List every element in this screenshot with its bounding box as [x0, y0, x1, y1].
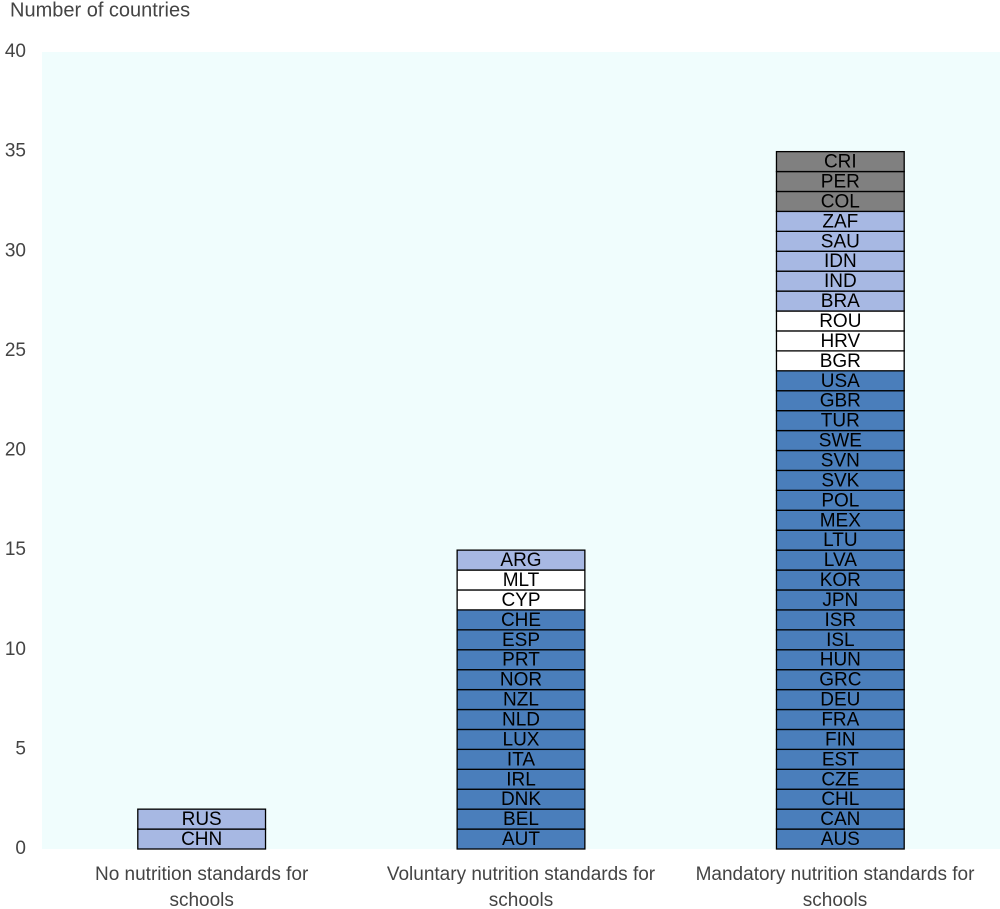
- segment-label: BEL: [503, 809, 539, 830]
- segment-label: IND: [824, 271, 857, 292]
- y-tick-label: 35: [5, 141, 26, 162]
- segment-label: MEX: [820, 510, 862, 531]
- segment-label: KOR: [820, 570, 861, 591]
- y-tick-label: 25: [5, 340, 26, 361]
- segment-label: ZAF: [822, 211, 858, 232]
- segment-label: CHN: [181, 829, 222, 850]
- segment-label: GRC: [819, 670, 861, 691]
- segment-label: CYP: [501, 590, 540, 611]
- segment-label: FIN: [825, 729, 856, 750]
- segment-label: CHE: [501, 610, 541, 631]
- y-tick-label: 20: [5, 440, 26, 461]
- segment-label: IRL: [506, 769, 536, 790]
- segment-label: LTU: [823, 530, 857, 551]
- segment-label: LUX: [503, 729, 540, 750]
- segment-label: NZL: [503, 690, 539, 711]
- segment-label: IDN: [824, 251, 857, 272]
- segment-label: NLD: [502, 710, 540, 731]
- x-tick-label: Mandatory nutrition standards for school…: [695, 864, 975, 909]
- segment-label: CZE: [821, 769, 859, 790]
- segment-label: AUT: [502, 829, 540, 850]
- segment-label: BRA: [821, 291, 860, 312]
- segment-label: CRI: [824, 152, 857, 173]
- segment-label: ISR: [824, 610, 856, 631]
- segment-label: ROU: [819, 311, 861, 332]
- y-tick-label: 0: [15, 838, 26, 859]
- segment-label: PER: [821, 172, 860, 193]
- bar-segment: [775, 150, 905, 173]
- x-tick-label: No nutrition standards for schools: [94, 864, 309, 909]
- segment-label: POL: [821, 490, 859, 511]
- bar-segment: [137, 808, 267, 830]
- segment-label: FRA: [821, 710, 859, 731]
- x-tick-label: Voluntary nutrition standards for school…: [386, 864, 656, 909]
- segment-label: COL: [821, 191, 860, 212]
- segment-label: DNK: [501, 789, 541, 810]
- y-tick-label: 10: [5, 639, 26, 660]
- segment-label: HUN: [820, 650, 861, 671]
- segment-label: CHL: [821, 789, 859, 810]
- segment-label: DEU: [820, 690, 860, 711]
- segment-label: BGR: [820, 351, 861, 372]
- segment-label: CAN: [820, 809, 860, 830]
- segment-label: EST: [822, 749, 859, 770]
- y-tick-label: 15: [5, 539, 26, 560]
- segment-label: HRV: [820, 331, 860, 352]
- segment-label: ITA: [507, 749, 535, 770]
- segment-label: TUR: [821, 411, 860, 432]
- segment-label: SVN: [821, 450, 860, 471]
- segment-label: GBR: [820, 391, 861, 412]
- segment-label: PRT: [502, 650, 540, 671]
- y-tick-label: 40: [5, 41, 26, 62]
- segment-label: RUS: [182, 809, 222, 830]
- bar-segment: [456, 549, 586, 571]
- segment-label: SVK: [821, 470, 859, 491]
- segment-label: SAU: [821, 231, 860, 252]
- segment-label: ARG: [500, 550, 541, 571]
- segment-label: ISL: [826, 630, 855, 651]
- y-tick-label: 30: [5, 240, 26, 261]
- segment-label: SWE: [819, 431, 862, 452]
- segment-label: ESP: [502, 630, 540, 651]
- segment-label: NOR: [500, 670, 542, 691]
- segment-label: LVA: [824, 550, 857, 571]
- segment-label: USA: [821, 371, 860, 392]
- segment-label: AUS: [821, 829, 860, 850]
- y-axis-title: Number of countries: [10, 0, 190, 21]
- y-tick-label: 5: [15, 738, 26, 759]
- segment-label: MLT: [503, 570, 540, 591]
- segment-label: JPN: [822, 590, 858, 611]
